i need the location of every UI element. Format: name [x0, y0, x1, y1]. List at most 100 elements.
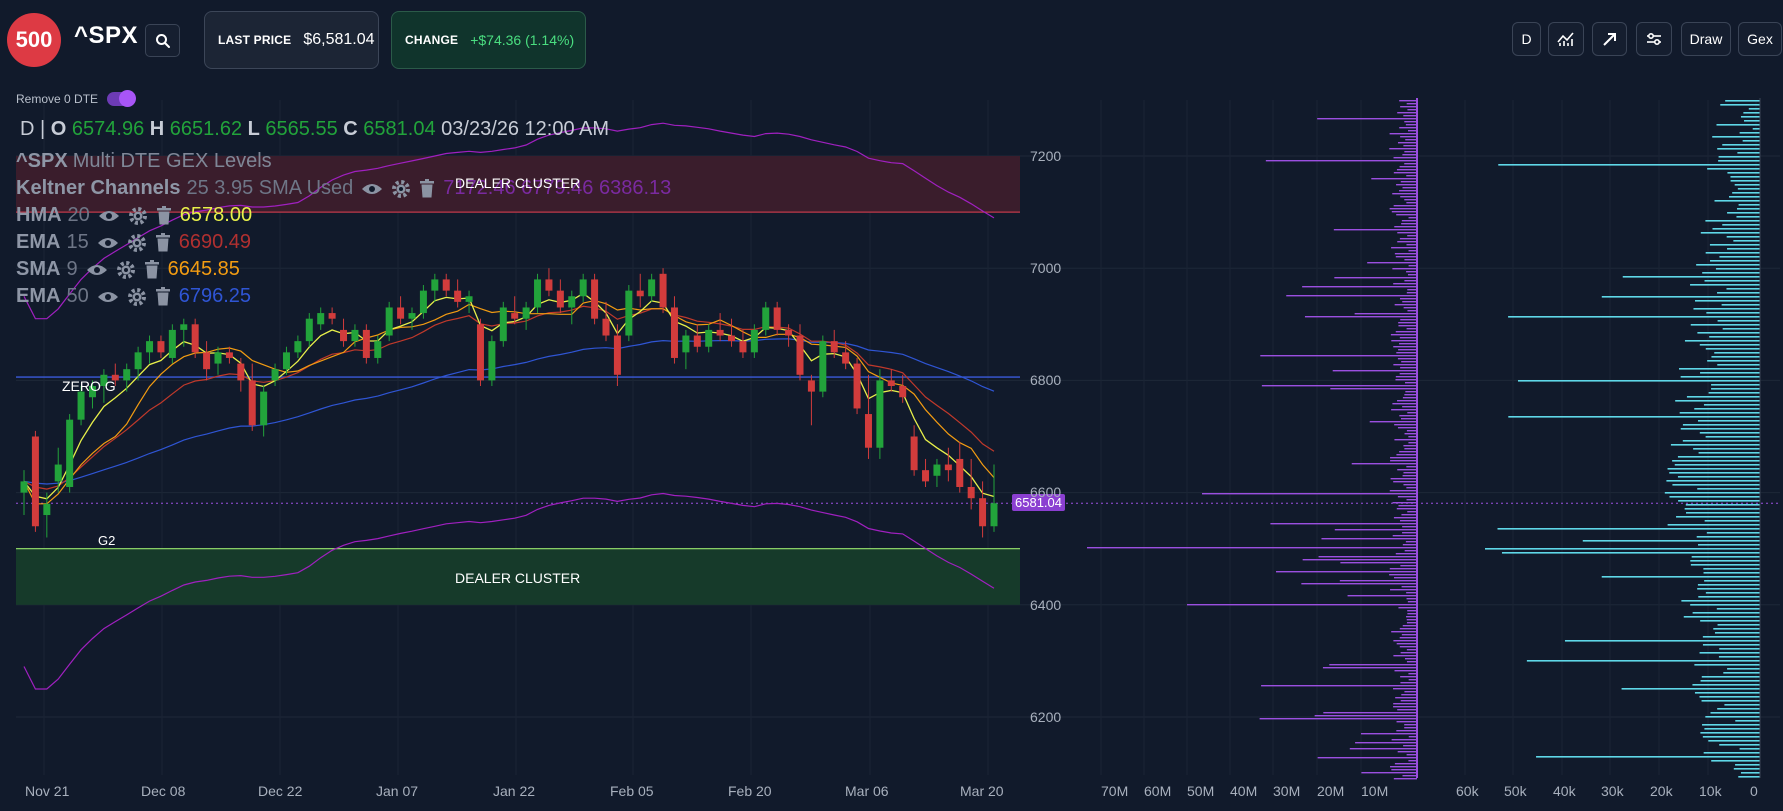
trash-icon[interactable]	[144, 260, 160, 279]
volume-bar	[1396, 214, 1417, 216]
hma-line	[23, 292, 995, 500]
eye-icon[interactable]	[361, 181, 383, 197]
legend-gex-levels: ^SPX Multi DTE GEX Levels	[16, 150, 272, 173]
ohlc-l-label: L	[247, 118, 260, 140]
volume-bar	[1402, 187, 1417, 189]
volume-bar	[1396, 184, 1417, 186]
trash-icon[interactable]	[155, 287, 171, 306]
volume-bar	[1397, 241, 1417, 243]
gear-icon[interactable]	[127, 233, 147, 253]
candle-body	[191, 324, 199, 353]
indicators-button[interactable]	[1548, 22, 1584, 56]
volume-bar	[1404, 658, 1417, 660]
volume-bar	[1394, 253, 1417, 255]
volume-bar	[1400, 136, 1417, 138]
count-bar	[1708, 392, 1760, 394]
search-icon	[155, 33, 170, 48]
volume-bar	[1402, 154, 1417, 156]
eye-icon[interactable]	[97, 235, 119, 251]
volume-bar	[1391, 769, 1417, 771]
count-bar	[1710, 712, 1760, 714]
trend-tool-button[interactable]	[1592, 22, 1627, 56]
legend-gex-title: Multi DTE GEX Levels	[72, 150, 272, 172]
eye-icon[interactable]	[86, 262, 108, 278]
volume-bar	[1406, 616, 1417, 618]
trash-icon[interactable]	[156, 206, 172, 225]
count-bar	[1714, 200, 1760, 202]
volume-bar	[1397, 400, 1417, 402]
count-bar	[1724, 704, 1760, 706]
volume-bar	[1394, 304, 1417, 306]
volume-bar	[1406, 466, 1417, 468]
x-tick: Dec 08	[141, 783, 186, 799]
count-bar	[1711, 384, 1760, 386]
count-bar	[1684, 340, 1760, 342]
count-bar	[1696, 536, 1760, 538]
volume-bar	[1399, 337, 1417, 339]
draw-button[interactable]: Draw	[1681, 22, 1731, 56]
last-price-label: LAST PRICE	[218, 33, 292, 47]
volume-bar	[1330, 388, 1417, 390]
volume-bar	[1401, 361, 1417, 363]
count-bar	[1704, 520, 1760, 522]
count-bar	[1737, 208, 1760, 210]
legend-ema50: EMA 50 6796.25	[16, 285, 251, 308]
count-bar	[1690, 564, 1760, 566]
count-bar	[1730, 176, 1760, 178]
count-bar	[1694, 408, 1760, 410]
trash-icon[interactable]	[155, 233, 171, 252]
volume-bar	[1302, 559, 1417, 561]
volume-bar	[1393, 655, 1417, 657]
count-bar	[1706, 532, 1760, 534]
search-button[interactable]	[145, 24, 180, 57]
volume-bar	[1396, 352, 1417, 354]
volume-bar	[1407, 412, 1417, 414]
gear-icon[interactable]	[391, 179, 411, 199]
count-bar	[1717, 148, 1760, 150]
count-bar	[1712, 228, 1760, 230]
volume-bar	[1402, 397, 1417, 399]
toggle-knob	[119, 90, 137, 107]
gear-icon[interactable]	[128, 206, 148, 226]
volume-bar	[1371, 178, 1417, 180]
gear-icon[interactable]	[127, 287, 147, 307]
volume-bar	[1392, 502, 1417, 504]
volume-bar	[1393, 364, 1417, 366]
price-chart[interactable]	[0, 80, 1783, 811]
legend-sma9: SMA 9 6645.85	[16, 258, 240, 281]
count-bar	[1601, 296, 1760, 298]
count-bar	[1713, 628, 1760, 630]
count-bar	[1678, 500, 1760, 502]
count-bar	[1709, 260, 1760, 262]
interval-button[interactable]: D	[1512, 22, 1541, 56]
trash-icon[interactable]	[419, 179, 435, 198]
volume-bar	[1369, 421, 1417, 423]
count-bar	[1669, 496, 1760, 498]
legend-ema50-params: 50	[66, 285, 89, 307]
volume-bar	[1400, 319, 1417, 321]
settings-sliders-button[interactable]	[1636, 22, 1672, 56]
volume-bar	[1389, 574, 1417, 576]
legend-ema15-value: 6690.49	[178, 231, 251, 253]
count-bar	[1696, 264, 1760, 266]
candle-body	[899, 386, 907, 398]
gear-icon[interactable]	[116, 260, 136, 280]
volume-bar	[1317, 118, 1417, 120]
remove-0dte-toggle[interactable]	[107, 90, 137, 107]
candle-body	[351, 329, 359, 342]
candle-body	[556, 290, 564, 308]
eye-icon[interactable]	[98, 208, 120, 224]
volume-bar	[1399, 100, 1417, 102]
candle-body	[830, 341, 838, 353]
count-bar	[1702, 272, 1760, 274]
legend-hma: HMA 20 6578.00	[16, 204, 252, 227]
count-bar	[1738, 204, 1760, 206]
volume-bar	[1392, 193, 1417, 195]
eye-icon[interactable]	[97, 289, 119, 305]
gex-button[interactable]: Gex	[1738, 22, 1782, 56]
candle-body	[203, 352, 211, 370]
volume-bar	[1404, 259, 1417, 261]
volume-bar	[1399, 451, 1417, 453]
volume-bar	[1402, 301, 1417, 303]
y-tick: 7000	[1030, 260, 1062, 276]
